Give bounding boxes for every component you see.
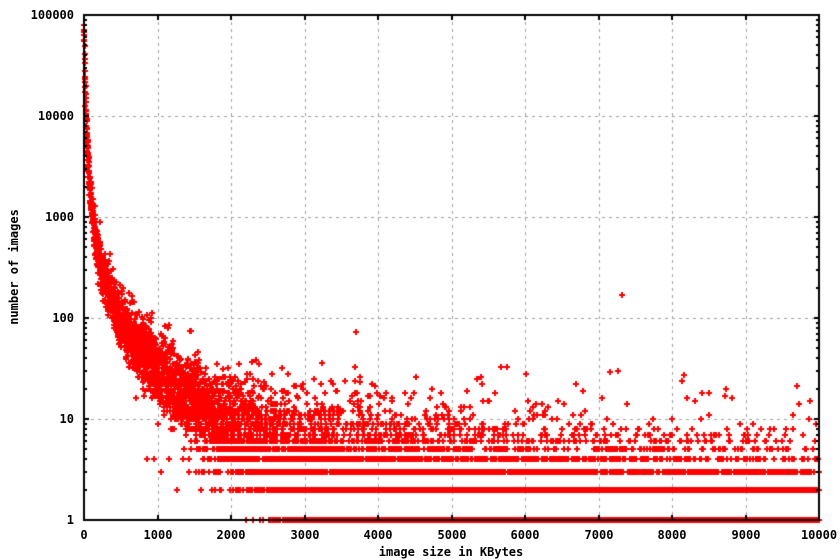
x-tick-label-5000: 5000 — [437, 528, 467, 542]
x-axis-label: image size in KBytes — [378, 545, 524, 559]
x-tick-label-3000: 3000 — [290, 528, 320, 542]
x-tick-label-9000: 9000 — [731, 528, 761, 542]
y-tick-label-100: 100 — [52, 311, 74, 325]
x-tick-label-4000: 4000 — [363, 528, 393, 542]
x-tick-label-0: 0 — [80, 528, 88, 542]
x-tick-label-2000: 2000 — [216, 528, 246, 542]
y-axis-label: number of images — [7, 209, 21, 325]
x-tick-label-10000: 10000 — [800, 528, 838, 542]
x-tick-label-7000: 7000 — [584, 528, 614, 542]
y-tick-label-10000: 10000 — [37, 109, 74, 123]
x-tick-label-1000: 1000 — [143, 528, 173, 542]
x-tick-label-8000: 8000 — [657, 528, 687, 542]
y-tick-label-10: 10 — [59, 412, 74, 426]
y-tick-label-1000: 1000 — [45, 210, 74, 224]
y-tick-label-1: 1 — [66, 513, 74, 527]
x-tick-label-6000: 6000 — [510, 528, 540, 542]
y-tick-label-100000: 100000 — [30, 8, 74, 22]
